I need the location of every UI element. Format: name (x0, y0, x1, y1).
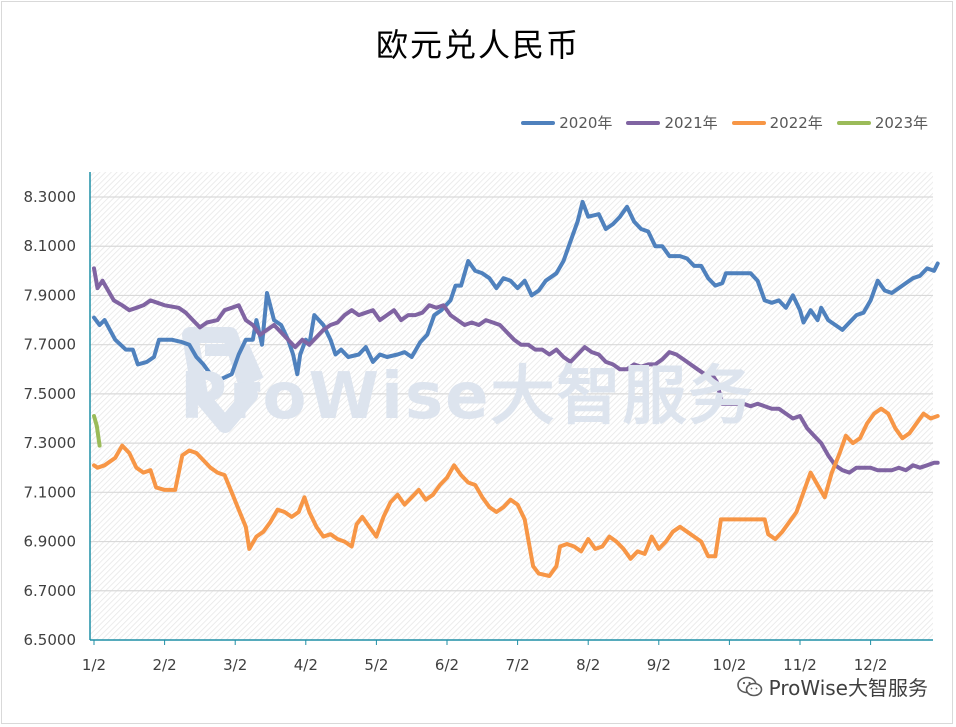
watermark-shield-icon (182, 327, 258, 433)
x-tick-label: 5/2 (364, 656, 388, 674)
y-tick-label: 7.1000 (24, 483, 77, 501)
legend-label: 2021年 (664, 114, 718, 132)
y-tick-label: 7.5000 (24, 385, 77, 403)
legend-item-1: 2020年 (521, 112, 612, 133)
legend-swatch (626, 120, 661, 125)
x-tick-label: 3/2 (223, 656, 247, 674)
series-line-4 (92, 414, 102, 448)
x-tick-label: 4/2 (294, 656, 318, 674)
x-tick-label: 9/2 (647, 656, 671, 674)
legend-item-4: 2023年 (836, 112, 928, 133)
y-tick-label: 6.7000 (24, 582, 77, 600)
series-line-1 (92, 199, 940, 382)
y-tick-label: 6.5000 (24, 631, 77, 649)
chart-legend: 2020年 2021年 2022年 2023年 (521, 112, 928, 133)
y-tick-label: 8.1000 (24, 237, 77, 255)
axes: 8.3000 8.1000 7.9000 7.7000 7.5000 7.3000 7.10… (24, 172, 933, 674)
legend-label: 2020年 (559, 114, 613, 132)
watermark-text: ProWise大智服务 (180, 360, 755, 434)
series-line-2 (92, 266, 940, 475)
watermark-logo (182, 327, 264, 433)
y-tick-label: 7.7000 (24, 336, 77, 354)
y-tick-label: 7.3000 (24, 434, 77, 452)
x-tick-label: 2/2 (153, 656, 177, 674)
watermark-mark (205, 344, 264, 383)
legend-label: 2023年 (874, 114, 928, 132)
legend-swatch (731, 120, 766, 125)
wechat-icon (736, 676, 762, 696)
legend-swatch (836, 120, 871, 125)
legend-item-2: 2021年 (626, 112, 718, 133)
legend-label: 2022年 (769, 114, 823, 132)
y-tick-label: 7.9000 (24, 286, 77, 304)
footer-text: ProWise大智服务 (768, 676, 928, 700)
legend-swatch (521, 120, 556, 125)
x-tick-label: 6/2 (435, 656, 459, 674)
x-tick-label: 7/2 (506, 656, 530, 674)
x-tick-label: 1/2 (82, 656, 106, 674)
x-tick-label: 8/2 (576, 656, 600, 674)
legend-item-3: 2022年 (731, 112, 823, 133)
series-line-3 (92, 406, 940, 578)
y-tick-label: 8.3000 (24, 188, 77, 206)
y-tick-label: 6.9000 (24, 533, 77, 551)
chart-title: 欧元兑人民币 (375, 26, 580, 64)
x-tick-label: 10/2 (713, 656, 747, 674)
x-tick-label: 12/2 (854, 656, 888, 674)
x-tick-label: 11/2 (783, 656, 817, 674)
series-lines (92, 199, 940, 578)
footer-brand: ProWise大智服务 (736, 672, 928, 701)
